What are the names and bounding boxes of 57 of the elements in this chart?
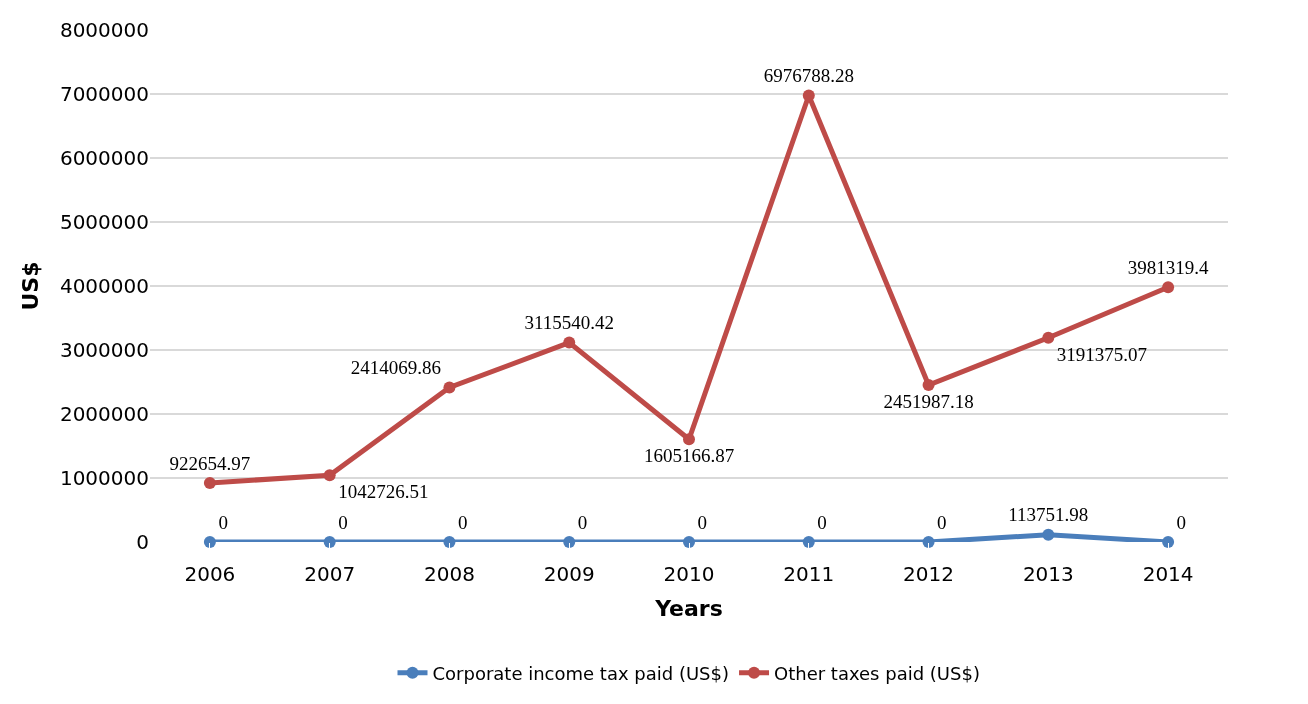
data-label: 2414069.86 [350, 357, 441, 379]
x-tick-label: 2007 [304, 562, 356, 586]
point [323, 536, 336, 548]
point [1162, 281, 1175, 294]
point [922, 536, 935, 548]
x-tick-label: 2009 [543, 562, 595, 586]
y-tick-label: 8000000 [59, 18, 149, 42]
x-tick-label: 2010 [663, 562, 715, 586]
x-axis-title: Years [654, 595, 723, 621]
point [802, 536, 815, 548]
point [323, 469, 336, 482]
y-tick-label: 4000000 [59, 274, 149, 298]
point [203, 476, 216, 489]
x-tick-label: 2013 [1022, 562, 1074, 586]
x-tick-label: 2008 [423, 562, 475, 586]
data-label: 3191375.07 [1056, 343, 1148, 365]
point [203, 536, 216, 548]
x-tick-label: 2011 [783, 562, 835, 586]
data-label: 922654.97 [169, 452, 251, 474]
data-label: 1042726.51 [338, 481, 429, 503]
point [1162, 536, 1175, 548]
data-label: 0 [1176, 511, 1187, 533]
data-label: 3981319.4 [1127, 256, 1209, 278]
data-label: 3115540.42 [524, 312, 614, 334]
legend-label: Other taxes paid (US$) [774, 662, 980, 684]
data-label: 1605166.87 [643, 445, 735, 467]
data-label: 0 [577, 511, 588, 533]
data-label: 2451987.18 [883, 390, 974, 412]
y-tick-label: 6000000 [59, 146, 149, 170]
x-tick-label: 2006 [184, 562, 236, 586]
data-label: 113751.98 [1008, 504, 1089, 526]
legend-label: Corporate income tax paid (US$) [432, 662, 730, 684]
data-label: 6976788.28 [763, 65, 854, 87]
data-label: 0 [697, 511, 707, 533]
y-axis-title: US$ [17, 261, 43, 311]
y-tick-label: 3000000 [59, 338, 149, 362]
data-label: 0 [457, 511, 468, 533]
point [563, 336, 576, 349]
point [443, 536, 456, 548]
y-tick-label: 5000000 [59, 210, 149, 234]
x-tick-label: 2014 [1142, 562, 1194, 586]
y-tick-label: 0 [136, 530, 149, 554]
y-tick-label: 2000000 [59, 402, 149, 426]
data-label: 0 [817, 511, 827, 533]
data-label: 0 [218, 511, 228, 533]
y-tick-label: 7000000 [59, 82, 149, 106]
point [683, 433, 695, 446]
point [683, 536, 695, 548]
point [1042, 331, 1055, 344]
point [922, 379, 935, 392]
point [563, 536, 576, 548]
x-tick-label: 2012 [903, 562, 955, 586]
y-tick-label: 1000000 [59, 466, 149, 490]
point [443, 381, 456, 394]
data-label: 0 [937, 511, 947, 533]
data-label: 0 [338, 511, 348, 533]
point [1042, 528, 1055, 541]
